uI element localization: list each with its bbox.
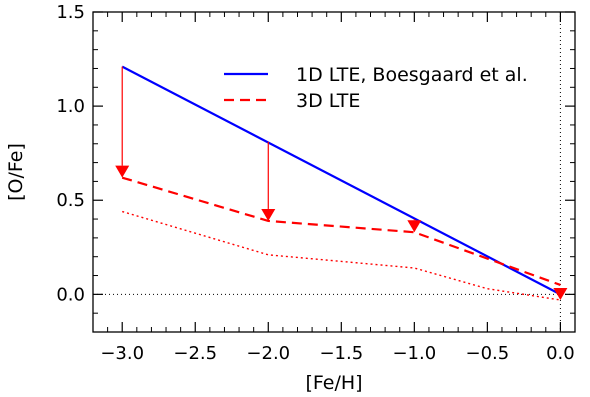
legend-label-1: 1D LTE, Boesgaard et al.: [296, 64, 528, 86]
axis-ticks: [93, 11, 575, 332]
x-tick-label: −3.0: [100, 343, 144, 364]
arrows: [115, 66, 568, 300]
x-tick-label: −2.5: [173, 343, 217, 364]
y-tick-label: 0.0: [56, 284, 85, 305]
legend-label-2: 3D LTE: [296, 90, 360, 112]
y-axis-label: [O/Fe]: [5, 143, 27, 201]
x-tick-label: −1.5: [319, 343, 363, 364]
reference-lines: [93, 12, 575, 332]
series-line-1: [121, 65, 561, 296]
series-line-3: [122, 210, 561, 301]
arrow-head-4: [553, 288, 568, 300]
series-line-2: [121, 176, 561, 286]
x-tick-label: −2.0: [246, 343, 290, 364]
tick-labels: −3.0 −2.5 −2.0 −1.5 −1.0 −0.5 0.0 0.0 0.5 1.0 1.5: [56, 2, 574, 364]
plot-frame: [92, 11, 576, 333]
arrow-head-3: [407, 220, 422, 233]
y-tick-label: 1.0: [56, 96, 85, 117]
y-tick-label: 1.5: [56, 2, 85, 23]
x-tick-label: 0.0: [546, 343, 575, 364]
arrow-head-1: [115, 165, 130, 178]
series-lines: [121, 65, 561, 301]
x-tick-label: −0.5: [466, 343, 510, 364]
y-tick-label: 0.5: [56, 190, 85, 211]
legend: 1D LTE, Boesgaard et al. 3D LTE: [224, 64, 528, 112]
x-axis-label: [Fe/H]: [305, 372, 362, 394]
x-tick-label: −1.0: [392, 343, 436, 364]
arrow-head-2: [261, 208, 276, 221]
